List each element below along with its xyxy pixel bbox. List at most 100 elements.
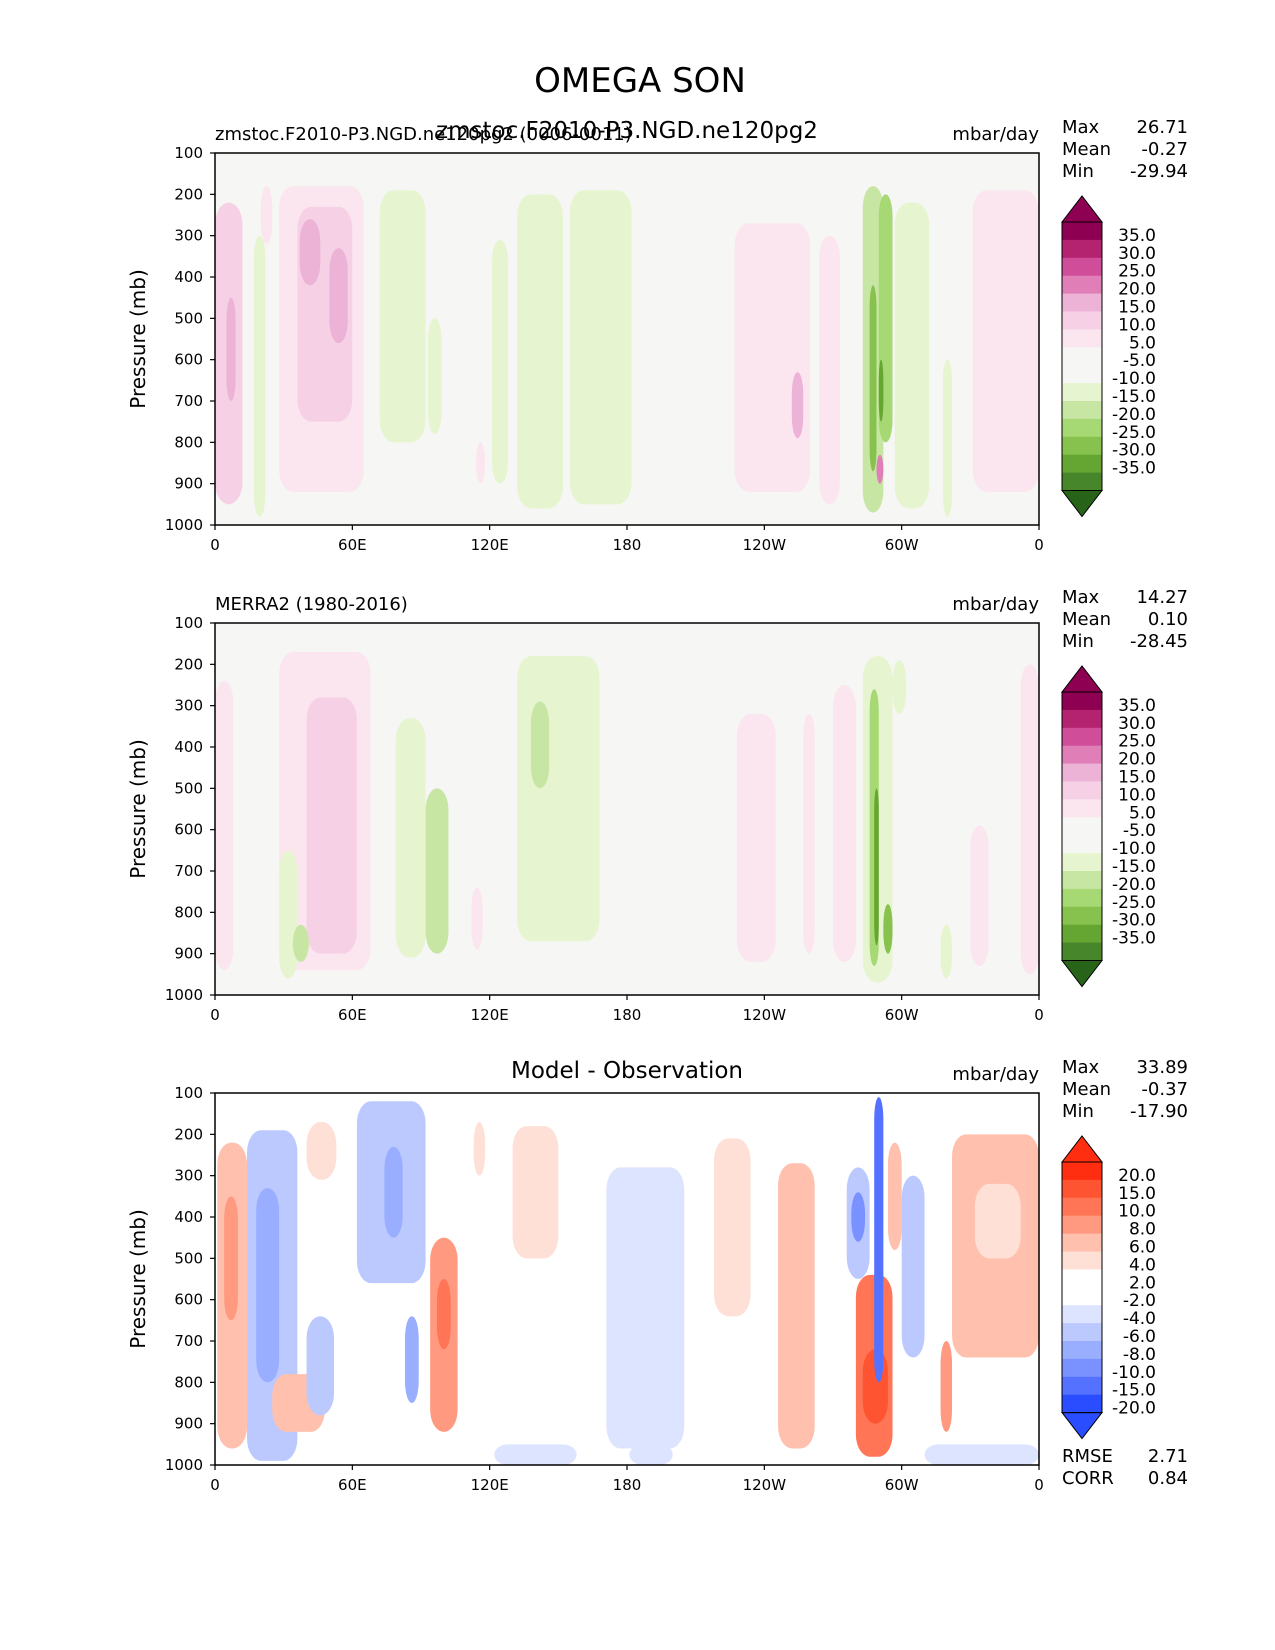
contour-region (512, 1126, 559, 1259)
colorbar-bottom-extend (1060, 490, 1104, 518)
colorbar-segment (1062, 924, 1102, 944)
colorbar-label: -20.0 (1112, 875, 1156, 895)
contour-region (569, 190, 632, 505)
contour-region (306, 1316, 335, 1416)
y-tick-label: 500 (174, 309, 203, 327)
colorbar-segment (1062, 239, 1102, 259)
y-tick-label: 200 (174, 655, 203, 673)
colorbar-label: -5.0 (1123, 351, 1156, 371)
contour-region (379, 190, 426, 443)
x-tick-label: 120E (471, 1006, 509, 1024)
y-tick-label: 300 (174, 697, 203, 715)
contour-region (791, 372, 804, 439)
stat-mean-value: -0.27 (1141, 139, 1188, 160)
colorbar-segment (1062, 347, 1102, 366)
contour-region (901, 1175, 925, 1358)
colorbar-segment (1062, 454, 1102, 474)
colorbar-segment (1062, 1233, 1102, 1252)
contour-region (224, 1196, 238, 1321)
y-tick-label: 1000 (165, 986, 203, 1004)
colorbar-top-extend (1060, 665, 1104, 693)
y-tick-label: 900 (174, 945, 203, 963)
stat-max-value: 14.27 (1136, 587, 1188, 608)
stat-mean-value: 0.10 (1148, 609, 1188, 630)
contour-region (471, 887, 483, 950)
contour-region (878, 359, 884, 422)
panel-left-title: zmstoc.F2010-P3.NGD.ne120pg2 (0006-0011) (215, 124, 632, 145)
colorbar-label: -35.0 (1112, 459, 1156, 479)
colorbar-segment (1062, 1269, 1102, 1288)
y-tick-label: 600 (174, 351, 203, 369)
x-tick-label: 120W (743, 1476, 787, 1494)
colorbar-segment (1062, 781, 1102, 800)
colorbar-label: 10.0 (1118, 785, 1156, 805)
colorbar-segment (1062, 311, 1102, 330)
y-tick-label: 400 (174, 1208, 203, 1226)
panel-reference: 100 200 300 400 500 600 700 800 900 1000 0 60E 120E 1… (126, 587, 1188, 1024)
contour-region (924, 1444, 1039, 1465)
colorbar-label: -10.0 (1112, 369, 1156, 389)
colorbar-segment (1062, 293, 1102, 312)
colorbar-segment (1062, 365, 1102, 384)
colorbar-label: -20.0 (1112, 405, 1156, 425)
contour-region (437, 1279, 451, 1350)
contour-region (329, 248, 348, 344)
panel-center-title: zmstoc.F2010-P3.NGD.ne120pg2 (436, 118, 818, 144)
contour-region (425, 788, 449, 954)
contour-region (833, 685, 856, 962)
colorbar-label: 4.0 (1129, 1255, 1156, 1275)
contour-region (475, 442, 486, 484)
stat-mean-label: Mean (1062, 609, 1111, 630)
colorbar-segment (1062, 871, 1102, 890)
y-tick-label: 300 (174, 1167, 203, 1185)
colorbar-segment (1062, 906, 1102, 926)
colorbar-label: 30.0 (1118, 714, 1156, 734)
x-tick-label: 0 (1034, 536, 1044, 554)
colorbar-segment (1062, 942, 1102, 961)
contour-region (517, 194, 563, 509)
colorbar-segment (1062, 1179, 1102, 1199)
x-tick-label: 0 (210, 1006, 220, 1024)
contour-region (491, 239, 508, 484)
x-tick-label: 120W (743, 536, 787, 554)
stat-max-value: 33.89 (1136, 1057, 1188, 1078)
panel-test: 100 200 300 400 500 600 700 800 900 1000 0 60E 120E 1… (126, 117, 1188, 554)
contour-region (851, 1192, 866, 1242)
colorbar-label: -15.0 (1112, 857, 1156, 877)
contour-region (253, 235, 266, 517)
contour-region (1020, 664, 1039, 975)
colorbar-segment (1062, 1162, 1102, 1181)
contour-field (215, 186, 1039, 517)
contour-region (279, 850, 298, 979)
x-tick-label: 120E (471, 1476, 509, 1494)
x-tick-label: 60E (338, 1006, 367, 1024)
stat-min-label: Min (1062, 161, 1094, 182)
colorbar-label: 2.0 (1129, 1273, 1156, 1293)
contour-region (629, 1444, 673, 1465)
colorbar-label: 6.0 (1129, 1238, 1156, 1258)
stat-min-label: Min (1062, 631, 1094, 652)
contour-region (606, 1167, 685, 1449)
y-tick-label: 100 (174, 144, 203, 162)
colorbar: 35.030.025.020.015.010.05.0-5.0-10.0-15.… (1060, 195, 1156, 518)
y-tick-label: 400 (174, 268, 203, 286)
x-tick-label: 120W (743, 1006, 787, 1024)
contour-region (803, 713, 815, 954)
colorbar-label: -2.0 (1123, 1291, 1156, 1311)
contour-region (970, 825, 989, 967)
colorbar-label: 35.0 (1118, 226, 1156, 246)
panel-units: mbar/day (952, 1064, 1039, 1085)
contour-region (215, 680, 234, 971)
y-tick-label: 700 (174, 392, 203, 410)
colorbar-segment (1062, 222, 1102, 241)
y-tick-label: 800 (174, 903, 203, 921)
colorbar-label: 8.0 (1129, 1220, 1156, 1240)
colorbar-label: -25.0 (1112, 423, 1156, 443)
colorbar-label: -8.0 (1123, 1345, 1156, 1365)
contour-region (883, 904, 893, 954)
colorbar-segment (1062, 835, 1102, 854)
colorbar-label: 15.0 (1118, 768, 1156, 788)
y-axis-label: Pressure (mb) (126, 739, 150, 879)
x-tick-label: 0 (210, 1476, 220, 1494)
colorbar-segment (1062, 745, 1102, 765)
